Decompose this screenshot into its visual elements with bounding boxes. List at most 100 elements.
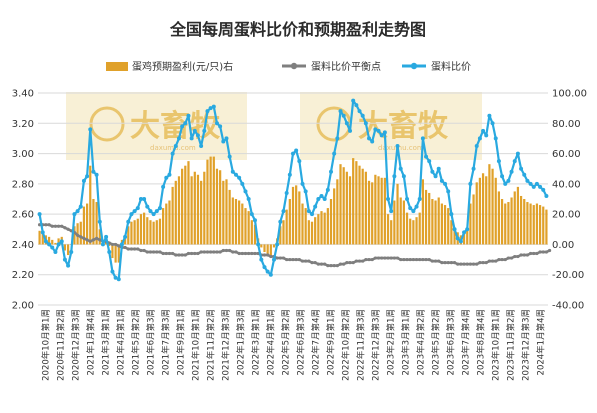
profit-bar bbox=[361, 168, 364, 245]
profit-bar bbox=[171, 186, 174, 245]
breakeven-point bbox=[291, 257, 295, 262]
profit-bar bbox=[383, 177, 386, 245]
breakeven-point bbox=[421, 257, 425, 262]
profit-bar bbox=[485, 176, 488, 245]
breakeven-point bbox=[218, 250, 222, 254]
ratio-point bbox=[322, 197, 327, 201]
y-right-tick-label: -20.00 bbox=[552, 270, 584, 281]
breakeven-point bbox=[193, 251, 197, 256]
breakeven-point bbox=[44, 223, 48, 227]
ratio-point bbox=[436, 166, 441, 171]
breakeven-point bbox=[202, 250, 206, 254]
profit-bar bbox=[247, 211, 250, 245]
profit-bar bbox=[418, 212, 421, 245]
profit-bar bbox=[279, 226, 282, 245]
ratio-point bbox=[487, 113, 492, 118]
breakeven-point bbox=[478, 261, 482, 265]
breakeven-point bbox=[323, 262, 327, 266]
ratio-point bbox=[420, 136, 425, 141]
breakeven-point bbox=[145, 250, 149, 254]
breakeven-point bbox=[459, 262, 463, 266]
watermarks: 大畜牧 daxumu.com 大畜牧 daxumu.com bbox=[66, 92, 482, 160]
ratio-point bbox=[316, 197, 321, 201]
breakeven-point bbox=[88, 239, 92, 243]
breakeven-point bbox=[50, 224, 54, 228]
profit-bar bbox=[494, 177, 497, 245]
breakeven-point bbox=[475, 262, 479, 266]
ratio-point bbox=[91, 169, 96, 174]
profit-bar bbox=[117, 244, 120, 263]
ratio-point bbox=[145, 204, 150, 209]
ratio-point bbox=[233, 172, 238, 177]
ratio-point bbox=[56, 242, 61, 247]
ratio-point bbox=[176, 136, 181, 141]
breakeven-point bbox=[348, 261, 352, 265]
breakeven-point bbox=[174, 253, 178, 257]
breakeven-point bbox=[364, 257, 368, 262]
x-tick-label: 2021年12月第3周 bbox=[221, 309, 232, 381]
profit-bar bbox=[130, 221, 133, 245]
ratio-point bbox=[205, 109, 210, 114]
x-tick-label: 2020年11月第2周 bbox=[56, 309, 67, 381]
profit-bar bbox=[415, 217, 418, 245]
breakeven-point bbox=[547, 248, 552, 253]
profit-bar bbox=[428, 192, 431, 245]
profit-bar bbox=[92, 199, 95, 245]
y-left-tick-label: 2.60 bbox=[12, 210, 34, 221]
breakeven-point bbox=[247, 251, 251, 256]
profit-bar bbox=[111, 244, 114, 259]
breakeven-point bbox=[319, 262, 324, 266]
x-tick-label: 2023年3月第1周 bbox=[401, 309, 412, 375]
x-tick-label: 2021年1月第4周 bbox=[86, 309, 97, 375]
ratio-point bbox=[97, 219, 102, 224]
breakeven-point bbox=[456, 262, 460, 266]
series-lines bbox=[37, 98, 552, 282]
profit-bar bbox=[516, 186, 520, 245]
ratio-point bbox=[430, 169, 435, 174]
ratio-point bbox=[119, 242, 124, 247]
profit-bar bbox=[38, 230, 41, 245]
ratio-point bbox=[329, 169, 334, 174]
profit-bar bbox=[348, 176, 352, 245]
x-tick-label: 2023年6月第3周 bbox=[446, 309, 457, 375]
breakeven-point bbox=[443, 261, 447, 265]
breakeven-point bbox=[66, 227, 70, 231]
ratio-point bbox=[240, 181, 245, 186]
profit-bar bbox=[190, 176, 193, 245]
profit-bar bbox=[136, 218, 139, 245]
ratio-point bbox=[294, 148, 299, 153]
breakeven-point bbox=[212, 250, 216, 254]
profit-bar bbox=[462, 230, 466, 245]
profit-bar bbox=[443, 205, 447, 245]
ratio-point bbox=[256, 242, 261, 247]
breakeven-point bbox=[164, 251, 168, 256]
x-tick-label: 2022年5月第2周 bbox=[281, 309, 292, 375]
breakeven-point bbox=[231, 250, 235, 254]
y-left-tick-label: 3.00 bbox=[12, 149, 34, 160]
ratio-point bbox=[493, 136, 498, 141]
ratio-point bbox=[471, 166, 476, 171]
ratio-point bbox=[357, 109, 362, 114]
breakeven-point bbox=[519, 253, 523, 257]
breakeven-point bbox=[528, 251, 533, 256]
profit-bar bbox=[412, 220, 415, 245]
breakeven-point bbox=[386, 256, 390, 260]
profit-bar bbox=[79, 221, 82, 245]
ratio-point bbox=[348, 128, 353, 133]
x-tick-label: 2023年12月第3周 bbox=[521, 309, 532, 381]
breakeven-point bbox=[471, 262, 476, 266]
profit-bar bbox=[187, 161, 190, 245]
ratio-point bbox=[522, 172, 527, 177]
x-tick-label: 2024年1月第4周 bbox=[536, 309, 547, 375]
breakeven-point bbox=[139, 248, 143, 253]
y-right-tick-label: -40.00 bbox=[552, 301, 584, 312]
chart-title: 全国每周蛋料比价和预期盈利走势图 bbox=[169, 20, 426, 39]
ratio-point bbox=[367, 136, 372, 141]
profit-bar bbox=[440, 203, 443, 245]
profit-bar bbox=[206, 159, 209, 245]
ratio-point bbox=[72, 212, 77, 217]
breakeven-point bbox=[376, 256, 381, 260]
breakeven-point bbox=[47, 223, 51, 227]
x-tick-label: 2021年3月第1周 bbox=[101, 309, 112, 375]
breakeven-point bbox=[91, 238, 96, 242]
